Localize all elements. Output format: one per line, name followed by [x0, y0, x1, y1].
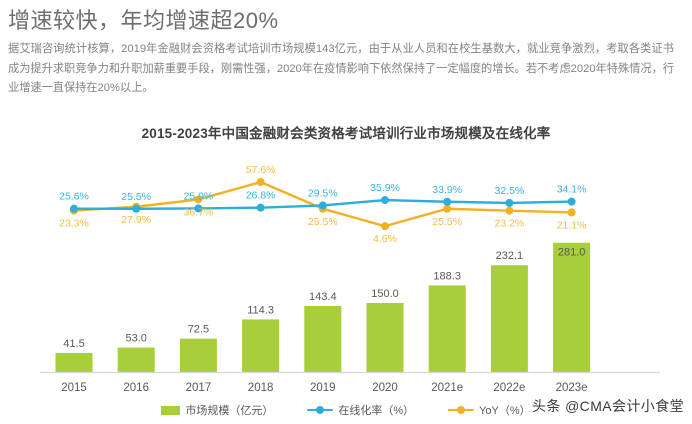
bar-value-2017: 72.5	[188, 324, 209, 336]
bar-2021e	[428, 285, 466, 372]
bar-2018	[242, 319, 280, 372]
online-rate-label-2020: 35.9%	[370, 182, 400, 194]
chart-plot-area: 41.5 53.0 72.5 114.3 143.4 150.0 188.3 232.1 281…	[0, 104, 692, 424]
chart-card: 2015-2023年中国金融财会类资格考试培训行业市场规模及在线化率 41.5 5…	[0, 104, 692, 424]
yoy-label-2020: 4.6%	[373, 233, 397, 245]
online-rate-point-2017	[194, 204, 203, 213]
bar-series-group: 41.5 53.0 72.5 114.3 143.4 150.0 188.3 232.1 281…	[55, 242, 591, 372]
intro-paragraph: 据艾瑞咨询统计核算，2019年金融财会资格考试培训市场规模143亿元，由于从业人…	[8, 43, 674, 94]
online-rate-point-2021e	[443, 197, 452, 206]
yoy-label-2016: 27.9%	[121, 214, 151, 226]
online-rate-point-2015	[70, 204, 78, 213]
line-label-group: 25.6% 25.5% 25.9% 26.8% 29.5% 35.9% 33.9% 32.5%…	[59, 164, 586, 245]
online-rate-label-2022e: 32.5%	[495, 185, 525, 197]
bar-value-2023e: 281.0	[558, 247, 586, 259]
online-rate-point-2023e	[567, 197, 576, 206]
yoy-point-2018	[256, 178, 265, 186]
bar-value-2020: 150.0	[371, 288, 399, 300]
online-rate-point-2016	[132, 204, 141, 213]
yoy-point-2021e	[443, 204, 452, 213]
online-rate-point-2020	[381, 196, 389, 205]
page-title: 增速较快，年均增速超20%	[8, 8, 279, 33]
chart-legend: 市场规模（亿元） 在线化率（%） YoY（%）	[0, 402, 692, 418]
legend-swatch-line-icon	[307, 405, 334, 415]
legend-swatch-bar-icon	[161, 405, 181, 415]
legend-online-rate[interactable]: 在线化率（%）	[307, 402, 414, 418]
chart-title: 2015-2023年中国金融财会类资格考试培训行业市场规模及在线化率	[141, 126, 551, 141]
bar-value-2015: 41.5	[63, 338, 84, 350]
header-block: 增速较快，年均增速超20% 据艾瑞咨询统计核算，2019年金融财会资格考试培训市…	[0, 0, 692, 99]
legend-yoy[interactable]: YoY（%）	[448, 402, 531, 418]
watermark: 头条 @CMA会计小食堂	[531, 398, 684, 414]
yoy-label-2015: 23.3%	[59, 218, 89, 230]
bar-2022e	[490, 265, 528, 372]
online-rate-point-2019	[318, 201, 327, 210]
legend-label: YoY（%）	[479, 405, 531, 417]
yoy-point-2023e	[567, 208, 576, 217]
x-tick-2023e: 2023e	[556, 382, 588, 394]
chart-svg: 41.5 53.0 72.5 114.3 143.4 150.0 188.3 232.1 281…	[40, 164, 660, 394]
yoy-label-2018: 57.6%	[246, 164, 276, 176]
yoy-point-2017	[194, 195, 203, 204]
yoy-label-2023e: 21.1%	[557, 219, 587, 231]
online-rate-point-2018	[256, 203, 265, 212]
x-tick-2019: 2019	[310, 382, 336, 394]
legend-label: 在线化率（%）	[338, 405, 415, 417]
legend-market-size[interactable]: 市场规模（亿元）	[161, 402, 273, 418]
yoy-line	[73, 180, 572, 228]
yoy-point-2020	[381, 222, 389, 231]
bar-value-2016: 53.0	[125, 333, 146, 345]
x-tick-2018: 2018	[248, 382, 274, 394]
bar-2020	[366, 303, 404, 372]
bar-value-2021e: 188.3	[433, 270, 461, 282]
online-rate-label-2019: 29.5%	[308, 187, 338, 199]
bar-2016	[117, 347, 155, 372]
line-series-group	[70, 178, 576, 231]
bar-value-2022e: 232.1	[496, 250, 524, 262]
yoy-label-2019: 25.5%	[308, 216, 338, 228]
x-tick-2020: 2020	[372, 382, 398, 394]
online-rate-label-2016: 25.5%	[121, 191, 151, 203]
legend-swatch-line-icon	[448, 405, 475, 415]
online-rate-label-2017: 25.9%	[184, 190, 214, 202]
yoy-label-2017: 36.7%	[184, 206, 214, 218]
yoy-point-2022e	[505, 206, 514, 215]
x-tick-2022e: 2022e	[493, 382, 525, 394]
bar-2019	[304, 306, 342, 372]
x-tick-2016: 2016	[123, 382, 149, 394]
yoy-point-2015	[70, 206, 78, 215]
bar-2015	[55, 352, 93, 372]
online-rate-label-2023e: 34.1%	[557, 184, 587, 196]
bar-2023e	[553, 242, 591, 372]
yoy-label-2021e: 25.5%	[432, 216, 462, 228]
online-rate-point-2022e	[505, 198, 514, 207]
x-axis-tick-group: 2015 2016 2017 2018 2019 2020 2021e 2022e 2023e	[61, 382, 587, 394]
online-rate-label-2015: 25.6%	[59, 191, 89, 203]
online-rate-label-2021e: 33.9%	[432, 184, 462, 196]
x-tick-2017: 2017	[186, 382, 212, 394]
x-tick-2015: 2015	[61, 382, 87, 394]
bar-value-2019: 143.4	[309, 291, 337, 303]
bar-2017	[179, 338, 217, 372]
yoy-point-2019	[318, 204, 327, 213]
bar-value-2018: 114.3	[247, 304, 274, 316]
x-tick-2021e: 2021e	[431, 382, 463, 394]
yoy-label-2022e: 23.2%	[495, 218, 525, 230]
online-rate-line	[73, 198, 572, 210]
yoy-point-2016	[132, 202, 141, 211]
legend-label: 市场规模（亿元）	[185, 405, 274, 417]
online-rate-label-2018: 26.8%	[246, 190, 276, 202]
